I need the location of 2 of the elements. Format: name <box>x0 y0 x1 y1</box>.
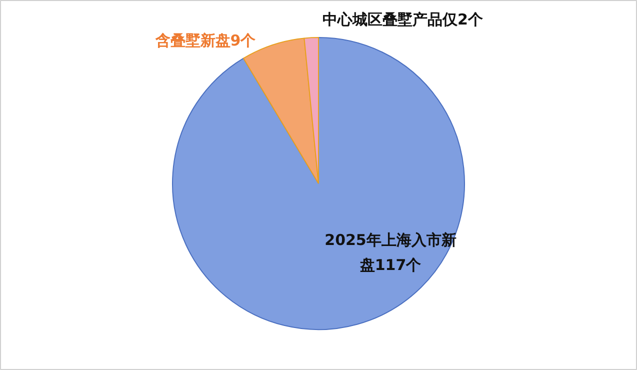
slice-label: 中心城区叠墅产品仅2个 <box>322 10 484 28</box>
slice-label: 含叠墅新盘9个 <box>154 32 257 50</box>
